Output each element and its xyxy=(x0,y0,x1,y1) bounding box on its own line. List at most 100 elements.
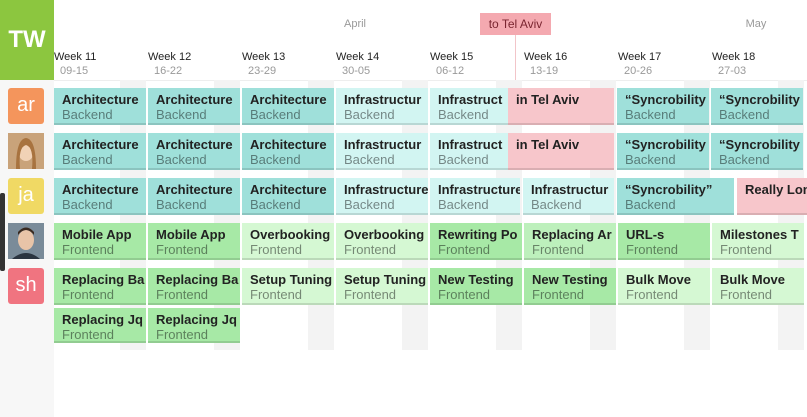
task-subtitle: Frontend xyxy=(250,287,303,302)
task-title: Rewriting Po xyxy=(438,227,518,242)
task-card[interactable]: Architecture Backend xyxy=(54,178,146,215)
task-subtitle: Frontend xyxy=(156,242,209,257)
task-title: Infrastructur xyxy=(344,137,422,152)
task-card[interactable]: Architecture Backend xyxy=(54,133,146,170)
task-title: New Testing xyxy=(532,272,608,287)
task-card[interactable]: Infrastructure Backend xyxy=(336,178,428,215)
week-dates: 09-15 xyxy=(60,65,89,77)
task-title: Mobile App xyxy=(156,227,226,242)
task-card[interactable]: Architecture Backend xyxy=(148,178,240,215)
task-subtitle: Frontend xyxy=(438,287,491,302)
header xyxy=(54,0,807,81)
task-card[interactable]: Setup Tuning Frontend xyxy=(242,268,334,305)
task-card[interactable]: “Syncrobility Backend xyxy=(711,88,803,125)
task-card[interactable]: Mobile App Frontend xyxy=(148,223,240,260)
week-dates: 23-29 xyxy=(248,65,277,77)
task-title: Architecture xyxy=(250,182,327,197)
task-card[interactable]: Replacing Jq Frontend xyxy=(148,308,240,343)
task-card[interactable]: Infrastructur Backend xyxy=(336,88,428,125)
task-subtitle: Backend xyxy=(344,107,395,122)
task-subtitle: Frontend xyxy=(156,327,209,342)
task-card[interactable]: in Tel Aviv xyxy=(508,88,614,125)
task-subtitle: Backend xyxy=(438,197,489,212)
avatar-photo[interactable] xyxy=(8,223,44,259)
task-card[interactable]: “Syncrobility” Backend xyxy=(617,178,734,215)
month-label: May xyxy=(745,18,767,30)
task-card[interactable]: Replacing Ba Frontend xyxy=(148,268,240,305)
task-subtitle: Frontend xyxy=(156,287,209,302)
task-card[interactable]: “Syncrobility Backend xyxy=(617,133,709,170)
task-card[interactable]: Architecture Backend xyxy=(242,133,334,170)
task-subtitle: Frontend xyxy=(720,287,773,302)
task-card[interactable]: New Testing Frontend xyxy=(430,268,522,305)
task-title: Infrastruct xyxy=(438,137,503,152)
task-card[interactable]: Rewriting Po Frontend xyxy=(430,223,522,260)
task-title: Really Lon xyxy=(745,182,807,197)
weekend-stripe xyxy=(590,80,616,350)
task-card[interactable]: Architecture Backend xyxy=(242,178,334,215)
task-title: Infrastruct xyxy=(438,92,503,107)
task-card[interactable]: Bulk Move Frontend xyxy=(618,268,710,305)
task-card[interactable]: Really Lon xyxy=(737,178,807,215)
task-title: New Testing xyxy=(438,272,514,287)
week-dates: 13-19 xyxy=(530,65,559,77)
task-card[interactable]: Architecture Backend xyxy=(54,88,146,125)
task-card[interactable]: Overbooking Frontend xyxy=(242,223,334,260)
week-label: Week 11 xyxy=(54,51,97,63)
task-title: Mobile App xyxy=(62,227,132,242)
task-card[interactable]: Infrastructur Backend xyxy=(523,178,614,215)
task-card[interactable]: “Syncrobility Backend xyxy=(617,88,709,125)
task-subtitle: Frontend xyxy=(344,242,397,257)
avatar[interactable]: ja xyxy=(8,178,44,214)
task-title: “Syncrobility xyxy=(625,92,706,107)
task-card[interactable]: Infrastructur Backend xyxy=(336,133,428,170)
task-card[interactable]: Mobile App Frontend xyxy=(54,223,146,260)
task-card[interactable]: Replacing Ar Frontend xyxy=(524,223,616,260)
week-label: Week 16 xyxy=(524,51,568,63)
task-title: “Syncrobility xyxy=(719,137,800,152)
task-card[interactable]: Architecture Backend xyxy=(148,88,240,125)
logo[interactable]: TW xyxy=(0,0,54,80)
task-card[interactable]: URL-s Frontend xyxy=(618,223,710,260)
task-card[interactable]: “Syncrobility Backend xyxy=(711,133,803,170)
task-title: Infrastructur xyxy=(531,182,609,197)
task-title: Architecture xyxy=(62,137,139,152)
task-card[interactable]: Overbooking Frontend xyxy=(336,223,428,260)
task-card[interactable]: Infrastructure Backend xyxy=(430,178,520,215)
task-card[interactable]: New Testing Frontend xyxy=(524,268,616,305)
task-subtitle: Frontend xyxy=(62,242,115,257)
task-card[interactable]: Bulk Move Frontend xyxy=(712,268,804,305)
task-card[interactable]: Architecture Backend xyxy=(148,133,240,170)
task-card[interactable]: Infrastruct Backend xyxy=(430,88,508,125)
task-title: Setup Tuning xyxy=(344,272,427,287)
avatar[interactable]: ar xyxy=(8,88,44,124)
task-title: Replacing Ar xyxy=(532,227,612,242)
task-subtitle: Backend xyxy=(156,152,207,167)
avatar[interactable]: sh xyxy=(8,268,44,304)
task-card[interactable]: Infrastruct Backend xyxy=(430,133,508,170)
event-tag[interactable]: to Tel Aviv xyxy=(480,13,551,35)
task-subtitle: Frontend xyxy=(626,242,679,257)
week-label: Week 12 xyxy=(148,51,192,63)
task-subtitle: Frontend xyxy=(532,287,585,302)
task-card[interactable]: in Tel Aviv xyxy=(508,133,614,170)
task-subtitle: Frontend xyxy=(720,242,773,257)
task-title: Architecture xyxy=(156,92,233,107)
task-card[interactable]: Setup Tuning Frontend xyxy=(336,268,428,305)
task-card[interactable]: Architecture Backend xyxy=(242,88,334,125)
task-title: Bulk Move xyxy=(626,272,692,287)
weekend-stripe xyxy=(684,80,710,350)
task-card[interactable]: Milestones T Frontend xyxy=(712,223,804,260)
avatar-photo[interactable] xyxy=(8,133,44,169)
task-card[interactable]: Replacing Ba Frontend xyxy=(54,268,146,305)
scroll-handle[interactable] xyxy=(0,193,5,271)
week-dates: 06-12 xyxy=(436,65,465,77)
weekend-stripe xyxy=(308,80,334,350)
task-subtitle: Backend xyxy=(156,107,207,122)
task-title: “Syncrobility xyxy=(625,137,706,152)
task-title: Architecture xyxy=(62,92,139,107)
task-card[interactable]: Replacing Jq Frontend xyxy=(54,308,146,343)
task-title: Architecture xyxy=(156,137,233,152)
task-title: Infrastructure xyxy=(344,182,428,197)
